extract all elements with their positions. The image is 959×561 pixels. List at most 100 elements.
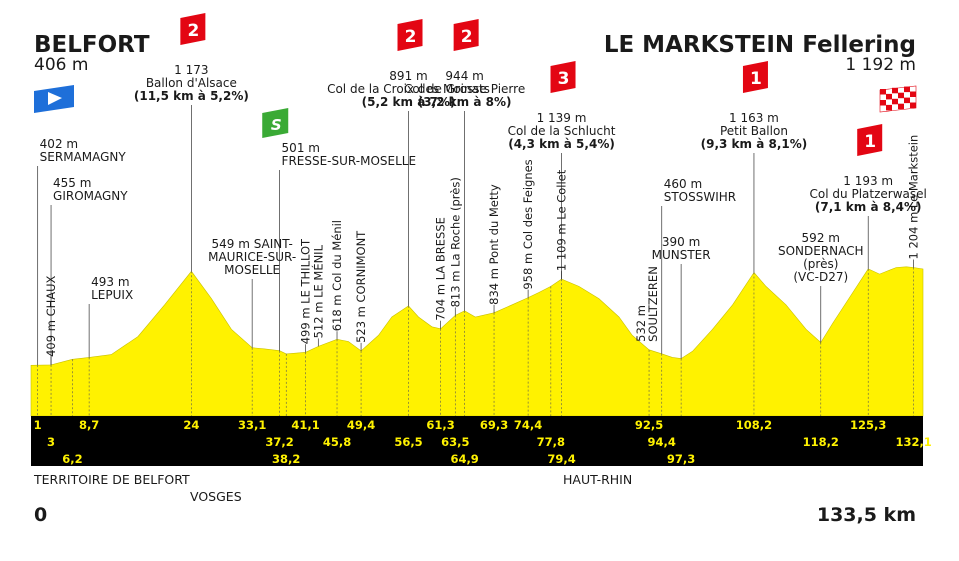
km-start-label: 0 — [34, 504, 47, 526]
finish-altitude: 1 192 m — [845, 55, 916, 75]
km-label-49-4: 49,4 — [347, 418, 375, 432]
start-altitude: 406 m — [34, 55, 88, 75]
label-512-m-le-menil: 512 m LE MÉNIL — [310, 244, 325, 338]
climb-badge-cat-3: 3 — [550, 61, 576, 93]
climb-col-de-grosse-pierre-gradient: (3,2 km à 8%) — [418, 95, 512, 109]
elevation-profile-area — [30, 266, 924, 417]
place-maurice-sur: MAURICE-SUR- — [208, 250, 296, 264]
km-label-41-1: 41,1 — [291, 418, 319, 432]
km-label-61-3: 61,3 — [426, 418, 454, 432]
place-501-m: 501 m — [282, 141, 320, 155]
label-1-204-m-le-markstein: 1 204 m Le Markstein — [907, 135, 921, 260]
km-label-63-5: 63,5 — [441, 435, 469, 449]
place-vc-d27: (VC-D27) — [793, 270, 848, 284]
place-390-m: 390 m — [662, 235, 700, 249]
place-lepuix: LEPUIX — [91, 288, 133, 302]
km-label-45-8: 45,8 — [323, 435, 351, 449]
climb-ballon-d-alsace-line-0: 1 173 — [174, 63, 208, 77]
label-618-m-col-du-menil: 618 m Col du Ménil — [330, 220, 344, 331]
climb-ballon-d-alsace-gradient: (11,5 km à 5,2%) — [134, 89, 249, 103]
km-marker-labels: 13 6,2 8,7 24 33,1 37,2 38,2 41,1 45,8 49,4 56,5 61… — [34, 418, 932, 466]
km-label-3: 3 — [47, 435, 55, 449]
place-549-m-saint: 549 m SAINT- — [211, 237, 292, 251]
km-label-74-4: 74,4 — [514, 418, 542, 432]
place-stosswihr: STOSSWIHR — [664, 190, 736, 204]
place-munster: MUNSTER — [652, 248, 711, 262]
place-giromagny: GIROMAGNY — [53, 189, 128, 203]
climb-category-col-de-la-schlucht: 3 — [558, 69, 570, 89]
place-493-m: 493 m — [91, 275, 129, 289]
climb-col-du-platzerwasel-line-0: 1 193 m — [843, 174, 893, 188]
place-455-m: 455 m — [53, 176, 91, 190]
climb-category-ballon-d-alsace: 2 — [187, 21, 199, 41]
km-label-125-3: 125,3 — [850, 418, 886, 432]
km-label-79-4: 79,4 — [547, 452, 575, 466]
label-soultzeren: SOULTZEREN — [646, 266, 660, 342]
label-958-m-col-des-feignes: 958 m Col des Feignes — [521, 159, 535, 289]
climb-col-de-la-croix-des-moinats-line-0: 891 m — [389, 69, 427, 83]
km-label-64-9: 64,9 — [450, 452, 478, 466]
climb-category-col-de-la-croix-des-moinats: 2 — [405, 27, 417, 47]
climb-col-de-la-croix-des-moinats-gradient: (5,2 km à 7%) — [362, 95, 456, 109]
climb-ballon-d-alsace-line-1: Ballon d'Alsace — [146, 76, 237, 90]
label-499-m-le-thillot: 499 m LE THILLOT — [299, 238, 313, 344]
place-sermamagny: SERMAMAGNY — [40, 150, 127, 164]
place-402-m: 402 m — [40, 137, 78, 151]
label-834-m-pont-du-metty: 834 m Pont du Metty — [487, 184, 501, 305]
km-label-108-2: 108,2 — [736, 418, 772, 432]
km-label-6-2: 6,2 — [62, 452, 82, 466]
climb-badge-cat-2: 2 — [397, 19, 423, 51]
climb-category-col-de-grosse-pierre: 2 — [461, 27, 473, 47]
km-label-118-2: 118,2 — [803, 435, 839, 449]
start-flag-icon — [34, 85, 74, 113]
region-haut-rhin: HAUT-RHIN — [563, 472, 632, 487]
km-label-77-8: 77,8 — [537, 435, 565, 449]
label-1-109-m-le-collet: 1 109 m Le Collet — [555, 169, 569, 271]
climb-col-de-grosse-pierre-line-1: Col de Grosse Pierre — [404, 82, 525, 96]
climb-petit-ballon-gradient: (9,3 km à 8,1%) — [701, 137, 808, 151]
km-label-92-5: 92,5 — [635, 418, 663, 432]
km-label-94-4: 94,4 — [648, 435, 676, 449]
km-end-label: 133,5 km — [817, 504, 916, 526]
km-label-56-5: 56,5 — [394, 435, 422, 449]
km-label-1: 1 — [34, 418, 42, 432]
sprint-label: S — [271, 116, 282, 134]
label-409-m-chaux: 409 m CHAUX — [44, 275, 58, 356]
start-city: BELFORT — [34, 32, 150, 58]
km-label-24: 24 — [183, 418, 199, 432]
climb-col-de-la-schlucht-gradient: (4,3 km à 5,4%) — [508, 137, 615, 151]
climb-col-du-platzerwasel-line-1: Col du Platzerwasel — [810, 187, 927, 201]
climb-col-du-platzerwasel-gradient: (7,1 km à 8,4%) — [815, 200, 922, 214]
place-moselle: MOSELLE — [224, 263, 280, 277]
distance-band — [31, 416, 923, 466]
climb-badge-cat-2: 2 — [453, 19, 479, 51]
place-pres: (près) — [803, 257, 838, 271]
climb-badge-cat-2: 2 — [180, 13, 206, 45]
place-592-m: 592 m — [802, 231, 840, 245]
label-813-m-la-roche-pres: 813 m La Roche (près) — [448, 177, 462, 307]
climb-category-col-du-platzerwasel: 1 — [864, 132, 876, 152]
place-fresse-sur-moselle: FRESSE-SUR-MOSELLE — [282, 154, 417, 168]
climb-col-de-la-croix-des-moinats-line-1: Col de la Croix des Moinats — [327, 82, 490, 96]
intermediate-sprint-icon: S — [262, 108, 289, 138]
label-523-m-cornimont: 523 m CORNIMONT — [354, 230, 368, 343]
climb-col-de-la-schlucht-line-0: 1 139 m — [537, 111, 587, 125]
km-label-8-7: 8,7 — [79, 418, 99, 432]
place-460-m: 460 m — [664, 177, 702, 191]
place-sondernach: SONDERNACH — [778, 244, 864, 258]
climb-category-petit-ballon: 1 — [750, 69, 762, 89]
km-label-132-1: 132,1 — [895, 435, 931, 449]
km-label-37-2: 37,2 — [265, 435, 293, 449]
guide-lines — [37, 105, 914, 416]
km-label-69-3: 69,3 — [480, 418, 508, 432]
region-territoire-de-belfort: TERRITOIRE DE BELFORT — [33, 472, 190, 487]
finish-checkered-flag-icon — [879, 85, 917, 113]
label-704-m-la-bresse: 704 m LA BRESSE — [434, 217, 448, 321]
climb-col-de-grosse-pierre-line-0: 944 m — [445, 69, 483, 83]
km-label-97-3: 97,3 — [667, 452, 695, 466]
climb-petit-ballon-line-0: 1 163 m — [729, 111, 779, 125]
climb-col-de-la-schlucht-line-1: Col de la Schlucht — [508, 124, 616, 138]
